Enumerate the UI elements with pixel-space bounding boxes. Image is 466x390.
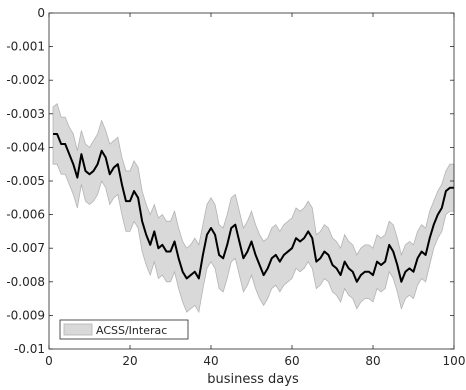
x-tick-label: 40 [203,354,218,368]
x-tick-label: 100 [443,354,466,368]
legend-swatch [63,323,93,336]
x-tick-label: 0 [45,354,53,368]
y-tick-label: -0.01 [14,342,45,356]
point-estimate-line [53,132,454,283]
x-tick-label: 20 [122,354,137,368]
x-axis-label: business days [207,372,299,387]
ticks: 0 20 40 60 80 100 0 -0.001 -0.002 -0.003 -0.004 -0.… [6,6,465,368]
y-tick-label: -0.006 [6,208,45,222]
y-tick-label: -0.001 [6,40,45,54]
y-tick-label: -0.008 [6,275,45,289]
x-tick-label: 80 [365,354,380,368]
legend: ACSS/Interac [59,319,189,340]
y-tick-label: -0.004 [6,140,45,154]
point-estimate-layer [53,132,454,283]
y-tick-label: -0.007 [6,241,45,255]
legend-label: ACSS/Interac [96,324,167,337]
y-tick-label: -0.003 [6,107,45,121]
y-tick-label: -0.005 [6,174,45,188]
y-tick-label: -0.009 [6,308,45,322]
y-tick-label: 0 [37,6,45,20]
x-tick-label: 60 [284,354,299,368]
y-tick-label: -0.002 [6,73,45,87]
